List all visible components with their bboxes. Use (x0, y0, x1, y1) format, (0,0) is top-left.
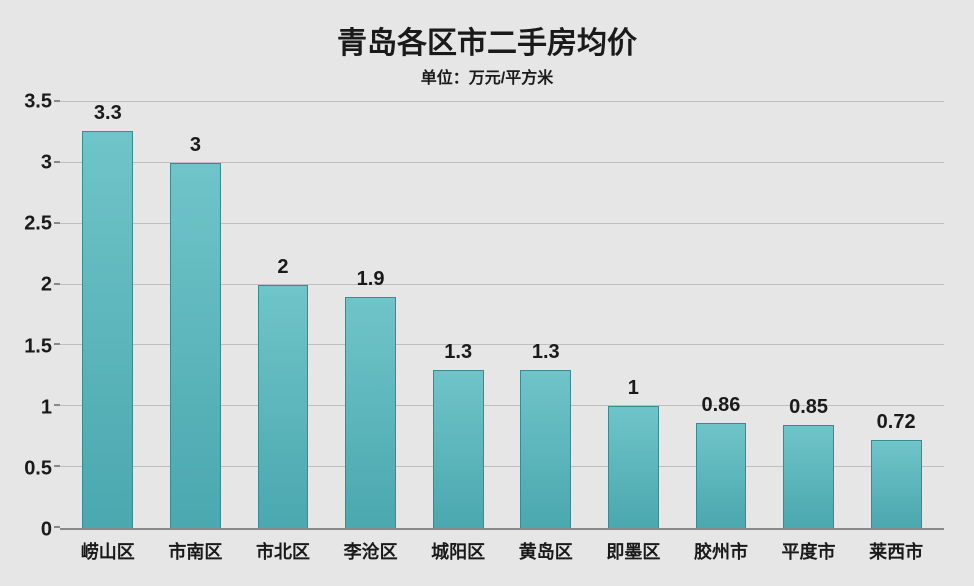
x-tick-label: 莱西市 (852, 538, 940, 564)
y-tick-mark (54, 404, 60, 406)
bar (783, 425, 834, 528)
bar (82, 131, 133, 528)
x-labels: 崂山区市南区市北区李沧区城阳区黄岛区即墨区胶州市平度市莱西市 (60, 530, 944, 576)
title-block: 青岛各区市二手房均价 单位：万元/平方米 (10, 10, 964, 92)
plot-area: 00.511.522.533.5 3.3321.91.31.310.860.85… (10, 92, 964, 530)
bar-slot: 1.9 (327, 102, 415, 528)
x-tick-label: 市北区 (239, 538, 327, 564)
bar-value-label: 3.3 (94, 102, 122, 125)
bar (696, 423, 747, 528)
bar (871, 440, 922, 528)
bar-value-label: 0.86 (701, 394, 740, 417)
bar-value-label: 2 (277, 256, 288, 279)
bar (258, 285, 309, 528)
bar-slot: 1.3 (414, 102, 502, 528)
y-tick-mark (54, 343, 60, 345)
x-tick-label: 即墨区 (590, 538, 678, 564)
y-tick-label: 1 (41, 396, 52, 419)
x-axis: 崂山区市南区市北区李沧区城阳区黄岛区即墨区胶州市平度市莱西市 (10, 530, 964, 576)
y-tick-mark (54, 465, 60, 467)
bar-value-label: 0.85 (789, 396, 828, 419)
bar-value-label: 1.3 (444, 341, 472, 364)
y-tick-label: 2.5 (24, 213, 52, 236)
x-tick-label: 李沧区 (327, 538, 415, 564)
bar-chart: 青岛各区市二手房均价 单位：万元/平方米 0 0.5 1 1.5 2 2.5 3 3.5 3.… (10, 10, 964, 576)
bar (608, 406, 659, 528)
x-tick-label: 崂山区 (64, 538, 152, 564)
y-tick-label: 0.5 (24, 457, 52, 480)
y-axis: 00.511.522.533.5 (10, 102, 60, 530)
x-tick-label: 胶州市 (677, 538, 765, 564)
bar (433, 370, 484, 528)
y-tick-label: 2 (41, 274, 52, 297)
bar-value-label: 3 (190, 134, 201, 157)
grid-area: 3.3 3 2 1.9 1.3 1.3 1 0.86 0.85 0.72 (60, 102, 944, 530)
bar-value-label: 1.3 (532, 341, 560, 364)
bar (520, 370, 571, 528)
chart-subtitle: 单位：万元/平方米 (10, 64, 964, 88)
bar-value-label: 1 (628, 377, 639, 400)
y-tick-label: 3 (41, 152, 52, 175)
x-tick-label: 城阳区 (414, 538, 502, 564)
y-tick-mark (54, 100, 60, 102)
y-tick-mark (54, 526, 60, 528)
x-tick-label: 平度市 (765, 538, 853, 564)
bar-slot: 0.86 (677, 102, 765, 528)
y-tick-label: 0 (41, 519, 52, 542)
bar-value-label: 1.9 (357, 268, 385, 291)
y-tick-mark (54, 161, 60, 163)
y-tick-label: 3.5 (24, 91, 52, 114)
bars-row: 3.3 3 2 1.9 1.3 1.3 1 0.86 0.85 0.72 (60, 102, 944, 528)
bar-slot: 3.3 (64, 102, 152, 528)
bar (345, 297, 396, 528)
bar-slot: 0.85 (765, 102, 853, 528)
x-tick-label: 市南区 (152, 538, 240, 564)
bar-slot: 1.3 (502, 102, 590, 528)
x-tick-label: 黄岛区 (502, 538, 590, 564)
y-tick-label: 1.5 (24, 335, 52, 358)
bar-slot: 1 (590, 102, 678, 528)
bar-slot: 0.72 (852, 102, 940, 528)
chart-title: 青岛各区市二手房均价 (10, 18, 964, 62)
bar-slot: 2 (239, 102, 327, 528)
bar-slot: 3 (152, 102, 240, 528)
bar-value-label: 0.72 (877, 411, 916, 434)
y-tick-mark (54, 222, 60, 224)
y-tick-mark (54, 283, 60, 285)
bar (170, 163, 221, 528)
